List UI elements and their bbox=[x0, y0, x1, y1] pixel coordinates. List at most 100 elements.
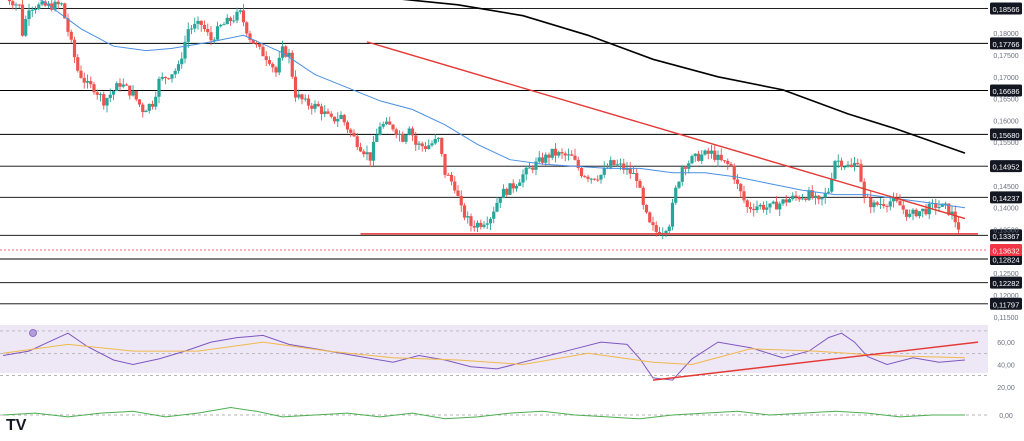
candle-body bbox=[397, 133, 402, 135]
candle-body bbox=[615, 164, 619, 166]
rsi-tick-label: 20,00 bbox=[997, 385, 1015, 392]
candle-body bbox=[537, 157, 541, 162]
level-label: 0,14952 bbox=[990, 160, 1022, 173]
trend-line bbox=[366, 41, 966, 220]
candlesticks bbox=[7, 0, 961, 240]
candle-body bbox=[433, 139, 437, 144]
candle-body bbox=[339, 114, 343, 119]
candle-body bbox=[362, 151, 366, 155]
candle-body bbox=[817, 195, 821, 200]
candle-body bbox=[20, 4, 25, 36]
candle-body bbox=[540, 157, 545, 163]
candle-body bbox=[280, 46, 285, 58]
oscillator-panel: 0,00 bbox=[0, 406, 1013, 420]
candle-body bbox=[50, 3, 54, 10]
candle-body bbox=[563, 153, 567, 156]
candle-body bbox=[401, 133, 405, 142]
candle-body bbox=[160, 76, 164, 79]
candle-body bbox=[927, 203, 931, 215]
candle-body bbox=[618, 163, 623, 165]
candle-body bbox=[232, 20, 236, 22]
candle-body bbox=[947, 203, 951, 215]
candle-body bbox=[85, 81, 90, 83]
candle-body bbox=[748, 207, 753, 209]
candle-body bbox=[836, 160, 840, 162]
candle-body bbox=[141, 104, 145, 113]
candle-body bbox=[787, 199, 792, 203]
candle-body bbox=[826, 191, 831, 193]
candle-body bbox=[423, 146, 428, 149]
candle-body bbox=[758, 204, 762, 207]
level-label: 0,12282 bbox=[990, 276, 1022, 289]
rsi-trend-line bbox=[652, 341, 979, 381]
candle-body bbox=[875, 202, 879, 205]
candle-body bbox=[24, 19, 28, 36]
candle-body bbox=[651, 222, 655, 226]
level-label: 0,18566 bbox=[990, 2, 1022, 15]
candle-body bbox=[501, 188, 506, 199]
candle-body bbox=[839, 160, 844, 167]
candle-body bbox=[612, 160, 616, 165]
candle-body bbox=[154, 96, 158, 107]
candle-body bbox=[108, 94, 112, 99]
candle-body bbox=[583, 176, 587, 178]
trend-lines bbox=[360, 41, 978, 235]
candle-body bbox=[810, 190, 814, 198]
candle-body bbox=[352, 132, 356, 137]
candle-body bbox=[609, 160, 613, 168]
candle-body bbox=[524, 167, 528, 175]
candle-body bbox=[791, 195, 795, 200]
candle-body bbox=[264, 56, 268, 61]
candle-body bbox=[316, 103, 320, 107]
level-value: 0,16686 bbox=[992, 87, 1019, 96]
candle-body bbox=[716, 154, 720, 160]
current-price-value: 0,13632 bbox=[992, 247, 1019, 256]
candle-body bbox=[176, 64, 181, 71]
candle-body bbox=[557, 152, 561, 156]
candle-body bbox=[631, 172, 636, 174]
candle-body bbox=[440, 137, 444, 154]
candle-body bbox=[394, 129, 398, 135]
candle-body bbox=[589, 178, 593, 180]
candle-body bbox=[498, 198, 502, 203]
y-tick-label: 0,17500 bbox=[993, 53, 1018, 60]
candle-body bbox=[329, 113, 333, 117]
candle-body bbox=[846, 164, 850, 167]
candle-body bbox=[27, 10, 31, 20]
candle-body bbox=[456, 190, 460, 196]
candle-body bbox=[7, 0, 12, 2]
candle-body bbox=[696, 153, 701, 161]
level-value: 0,14237 bbox=[992, 194, 1019, 203]
candle-body bbox=[882, 204, 886, 207]
candle-body bbox=[186, 29, 190, 42]
candle-body bbox=[599, 174, 603, 180]
candle-body bbox=[277, 57, 281, 73]
candle-body bbox=[888, 201, 892, 207]
candle-body bbox=[891, 198, 896, 202]
candle-body bbox=[271, 63, 275, 68]
candle-body bbox=[586, 176, 590, 179]
candle-body bbox=[898, 201, 902, 206]
candle-body bbox=[167, 78, 171, 80]
candle-body bbox=[137, 99, 142, 105]
candle-body bbox=[310, 105, 314, 109]
candle-body bbox=[713, 150, 717, 160]
candle-body bbox=[469, 216, 473, 226]
candle-body bbox=[287, 52, 291, 57]
candle-body bbox=[472, 225, 476, 228]
candle-body bbox=[446, 174, 450, 176]
rsi-tick-label: 40,00 bbox=[997, 362, 1015, 369]
candle-body bbox=[215, 26, 220, 40]
candle-body bbox=[706, 150, 710, 154]
candle-body bbox=[596, 179, 600, 181]
level-value: 0,15680 bbox=[992, 131, 1019, 140]
y-tick-label: 0,15500 bbox=[993, 140, 1018, 147]
candle-body bbox=[59, 3, 64, 5]
candle-body bbox=[485, 223, 489, 225]
candle-body bbox=[560, 152, 564, 154]
y-tick-label: 0,11500 bbox=[994, 315, 1019, 322]
candle-body bbox=[261, 46, 265, 57]
candle-body bbox=[258, 43, 262, 47]
